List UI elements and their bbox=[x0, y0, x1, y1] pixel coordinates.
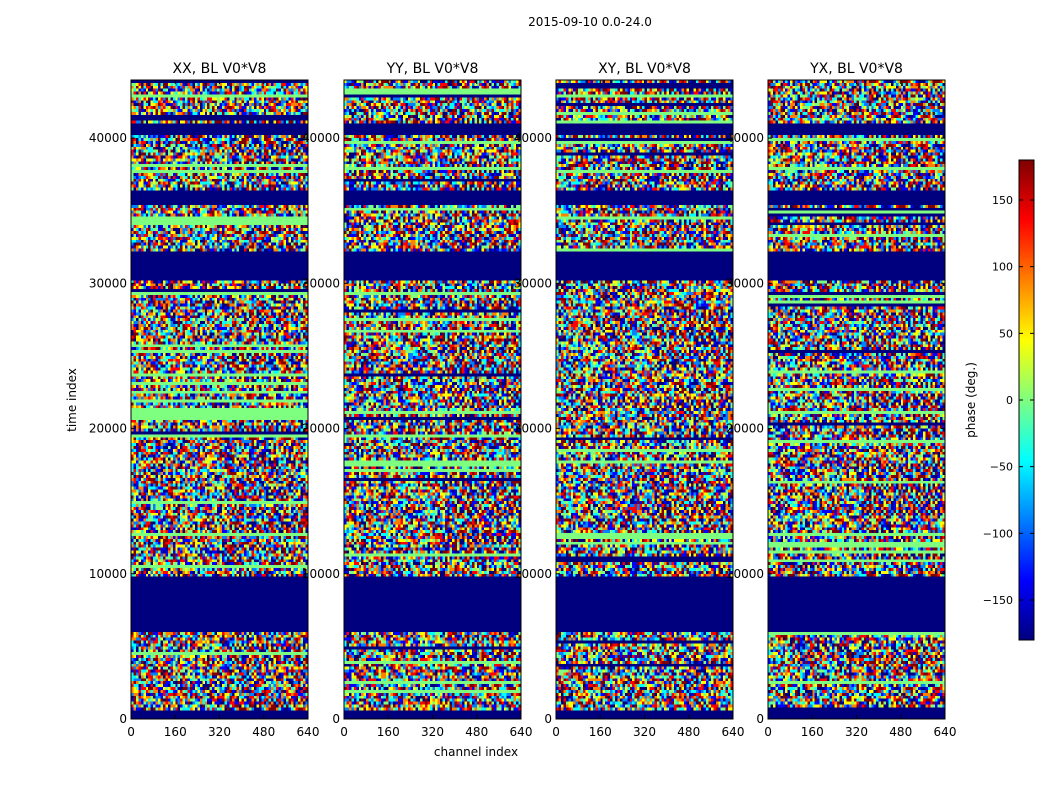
x-tick-label: 320 bbox=[845, 725, 868, 739]
x-tick-label: 320 bbox=[208, 725, 231, 739]
x-tick-label: 0 bbox=[764, 725, 772, 739]
x-tick-label: 640 bbox=[722, 725, 745, 739]
x-tick-label: 0 bbox=[340, 725, 348, 739]
y-tick-label: 20000 bbox=[514, 422, 552, 436]
x-tick-label: 480 bbox=[889, 725, 912, 739]
panel-1: XX, BL V0*V8 0 160 320 480 640 0 10000 20000 3000… bbox=[89, 61, 320, 739]
colorbar: −150 −100 −50 0 50 100 150 bbox=[983, 159, 1035, 641]
x-tick-label: 640 bbox=[510, 725, 533, 739]
y-tick-label: 20000 bbox=[89, 422, 127, 436]
x-tick-label: 640 bbox=[934, 725, 957, 739]
y-tick-label: 10000 bbox=[302, 567, 340, 581]
panel-title: XY, BL V0*V8 bbox=[598, 61, 691, 77]
x-tick-label: 0 bbox=[552, 725, 560, 739]
x-tick-label: 320 bbox=[421, 725, 444, 739]
panel-4: YX, BL V0*V8 0 160 320 480 640 0 10000 20000 3000… bbox=[726, 61, 957, 739]
y-tick-label: 40000 bbox=[89, 131, 127, 145]
y-tick-label: 0 bbox=[756, 712, 764, 726]
y-tick-label: 0 bbox=[332, 712, 340, 726]
y-tick-label: 40000 bbox=[302, 131, 340, 145]
panel-title: YY, BL V0*V8 bbox=[386, 61, 479, 77]
colorbar-tick-label: −150 bbox=[983, 594, 1013, 607]
panel-title: XX, BL V0*V8 bbox=[173, 61, 267, 77]
colorbar-tick-label: 0 bbox=[1006, 394, 1013, 407]
y-tick-label: 20000 bbox=[302, 422, 340, 436]
panel-title: YX, BL V0*V8 bbox=[809, 61, 903, 77]
colorbar-tick-label: 100 bbox=[992, 261, 1013, 274]
y-tick-label: 30000 bbox=[302, 276, 340, 290]
heatmap-image bbox=[131, 80, 308, 719]
x-tick-label: 160 bbox=[589, 725, 612, 739]
y-tick-label: 0 bbox=[119, 712, 127, 726]
figure-title: 2015-09-10 0.0-24.0 bbox=[528, 15, 652, 29]
y-tick-label: 10000 bbox=[514, 567, 552, 581]
y-tick-label: 0 bbox=[544, 712, 552, 726]
x-tick-label: 640 bbox=[297, 725, 320, 739]
panel-2: YY, BL V0*V8 0 160 320 480 640 0 10000 20000 3000… bbox=[302, 61, 533, 739]
x-tick-label: 160 bbox=[377, 725, 400, 739]
y-axis-label: time index bbox=[65, 368, 79, 432]
y-tick-label: 40000 bbox=[514, 131, 552, 145]
x-tick-label: 480 bbox=[252, 725, 275, 739]
y-tick-label: 40000 bbox=[726, 131, 764, 145]
x-tick-label: 160 bbox=[801, 725, 824, 739]
panel-3: XY, BL V0*V8 0 160 320 480 640 0 10000 20000 3000… bbox=[514, 61, 745, 739]
colorbar-label: phase (deg.) bbox=[964, 362, 978, 438]
colorbar-tick-label: 50 bbox=[999, 327, 1013, 340]
colorbar-gradient bbox=[1019, 160, 1034, 640]
colorbar-tick-label: −50 bbox=[990, 461, 1013, 474]
x-tick-label: 480 bbox=[677, 725, 700, 739]
y-tick-label: 30000 bbox=[726, 276, 764, 290]
y-tick-label: 10000 bbox=[726, 567, 764, 581]
y-tick-label: 10000 bbox=[89, 567, 127, 581]
y-tick-label: 20000 bbox=[726, 422, 764, 436]
colorbar-tick-label: 150 bbox=[992, 194, 1013, 207]
y-tick-label: 30000 bbox=[89, 276, 127, 290]
x-tick-label: 320 bbox=[633, 725, 656, 739]
x-tick-label: 0 bbox=[127, 725, 135, 739]
heatmap-image bbox=[768, 80, 945, 719]
x-tick-label: 480 bbox=[465, 725, 488, 739]
x-tick-label: 160 bbox=[164, 725, 187, 739]
y-tick-label: 30000 bbox=[514, 276, 552, 290]
x-axis-label: channel index bbox=[434, 745, 518, 759]
heatmap-image bbox=[344, 80, 521, 719]
colorbar-tick-label: −100 bbox=[983, 527, 1013, 540]
heatmap-image bbox=[556, 80, 733, 719]
heatmap-panels: XX, BL V0*V8 0 160 320 480 640 0 10000 20000 3000… bbox=[89, 61, 957, 739]
